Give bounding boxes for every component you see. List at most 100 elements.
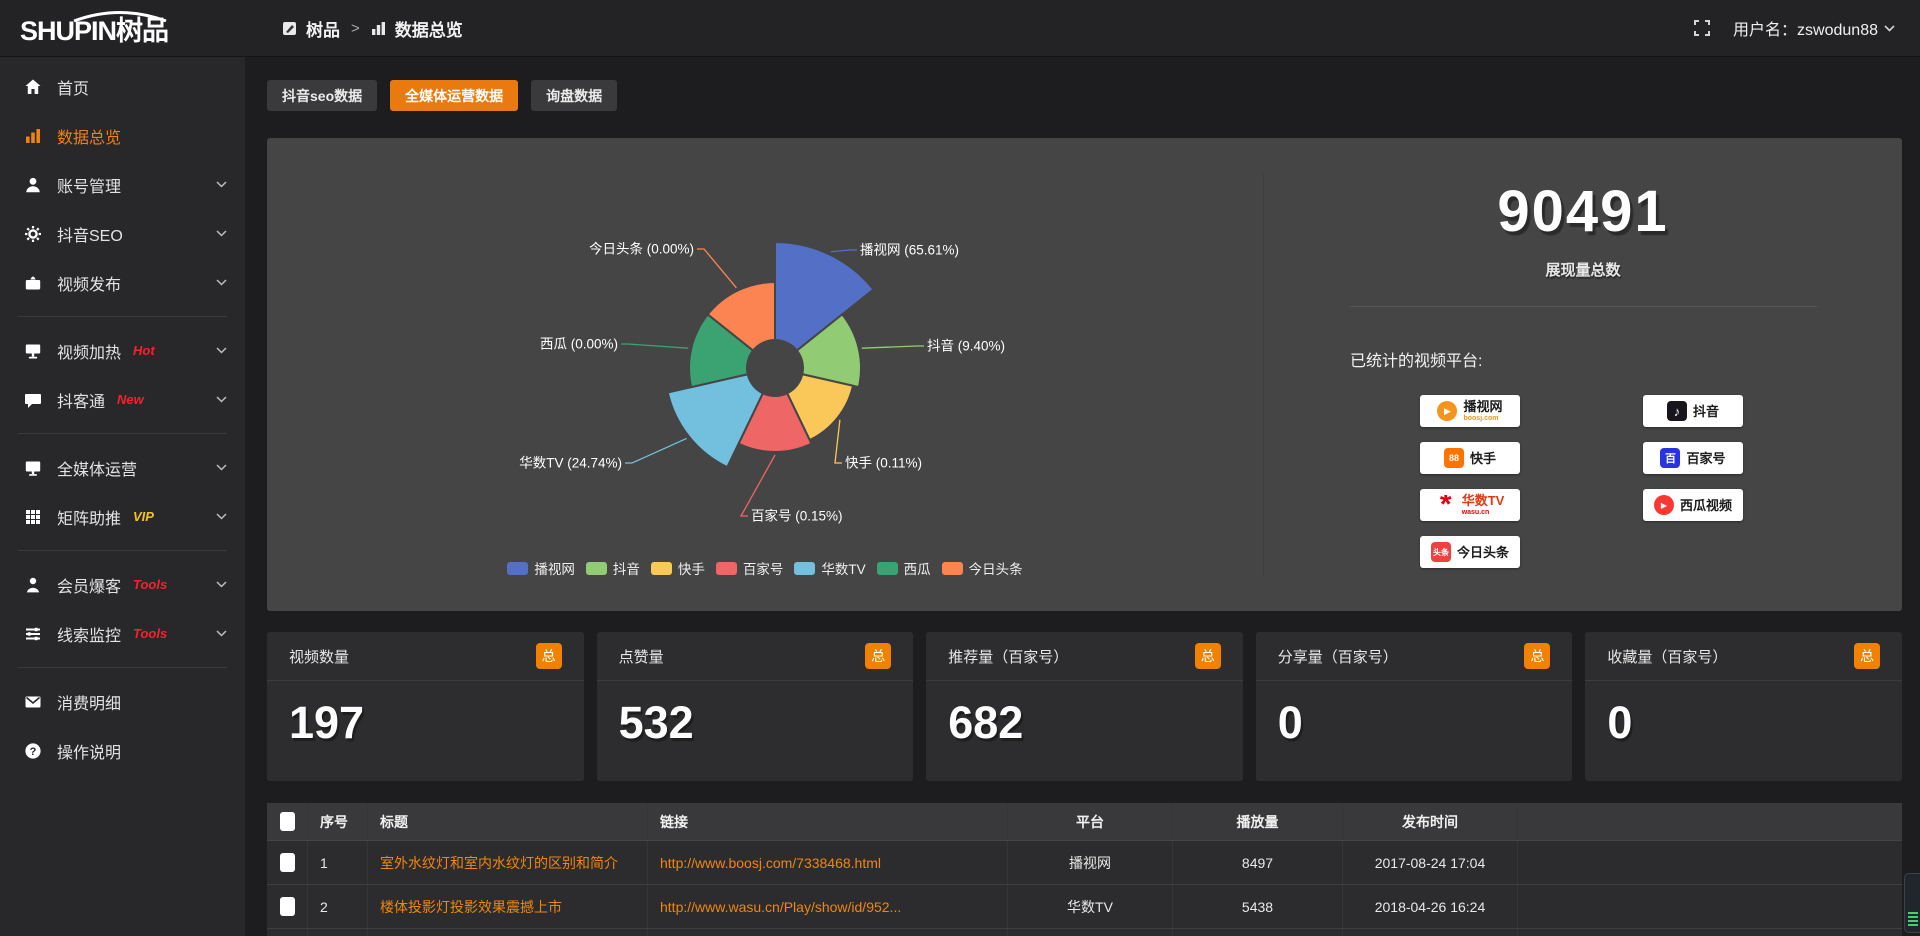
- row-checkbox[interactable]: [279, 853, 295, 872]
- legend-item-快手[interactable]: 快手: [650, 558, 705, 578]
- stat-card-value: 532: [618, 697, 694, 748]
- stat-card-label: 推荐量（百家号）: [948, 648, 1069, 666]
- stat-card-value: 0: [1277, 697, 1303, 748]
- pie-slice-播视网[interactable]: [774, 240, 875, 352]
- sidebar-item-操作说明[interactable]: ? 操作说明: [0, 726, 245, 775]
- sidebar-item-消费明细[interactable]: 消费明细: [0, 677, 245, 726]
- user-menu[interactable]: 用户名：zswodun88: [1733, 16, 1895, 40]
- cell-link[interactable]: http://www.boosj.com/7338468.html: [647, 841, 1007, 884]
- legend-item-播视网[interactable]: 播视网: [507, 558, 575, 578]
- table-header-发布时间: 发布时间: [1342, 803, 1517, 840]
- legend-swatch: [650, 561, 672, 575]
- sidebar-divider: [18, 433, 227, 434]
- table-header-序号: 序号: [307, 803, 367, 840]
- pie-label: 今日头条 (0.00%): [589, 241, 694, 257]
- sidebar-item-首页[interactable]: 首页: [0, 62, 245, 111]
- tab-询盘数据[interactable]: 询盘数据: [531, 80, 618, 111]
- breadcrumb-current[interactable]: 数据总览: [394, 20, 463, 40]
- chevron-down-icon: [216, 513, 227, 520]
- breadcrumb-root[interactable]: 树品: [306, 20, 340, 40]
- cell-empty: [307, 929, 367, 936]
- breadcrumb: 树品 > 数据总览: [282, 16, 463, 41]
- platform-badge-抖音: ♪ 抖音: [1643, 395, 1743, 427]
- table-header-链接: 链接: [647, 803, 1007, 840]
- table-row-partial: [267, 929, 1902, 936]
- tab-抖音seo数据[interactable]: 抖音seo数据: [267, 80, 378, 111]
- sidebar-item-抖音SEO[interactable]: 抖音SEO: [0, 209, 245, 258]
- summary-panel: 90491 展现量总数 已统计的视频平台: ▶ 播视网 boosj.com 88 快手 *…: [1264, 138, 1902, 611]
- sidebar-divider: [18, 550, 227, 551]
- cell-title[interactable]: 楼体投影灯投影效果震撼上市: [367, 885, 647, 928]
- pie-label-line: [625, 437, 687, 464]
- total-badge[interactable]: 总: [1194, 643, 1221, 669]
- platform-name: 抖音: [1692, 403, 1719, 419]
- legend-item-西瓜[interactable]: 西瓜: [876, 558, 931, 578]
- cell-link[interactable]: http://www.wasu.cn/Play/show/id/952...: [647, 885, 1007, 928]
- legend-item-百家号[interactable]: 百家号: [715, 558, 783, 578]
- row-checkbox[interactable]: [279, 812, 295, 831]
- main-content: 抖音seo数据 全媒体运营数据 询盘数据 播视网 (65.61%) 抖音 (9.40%…: [245, 57, 1920, 936]
- stat-card-推荐量（百家号）: 推荐量（百家号） 总 682: [926, 632, 1243, 781]
- sidebar-item-label: 首页: [57, 80, 90, 98]
- total-badge[interactable]: 总: [865, 643, 892, 669]
- member-icon: [23, 575, 43, 595]
- cell-platform: 播视网: [1007, 841, 1172, 884]
- pie-slice-抖音[interactable]: [795, 312, 862, 389]
- 抖音-logo-icon: ♪: [1666, 401, 1687, 421]
- sidebar-item-全媒体运营[interactable]: 全媒体运营: [0, 443, 245, 492]
- stat-card-label: 点赞量: [618, 648, 664, 666]
- app-logo[interactable]: SHUPIN树品: [0, 9, 245, 48]
- legend-item-抖音[interactable]: 抖音: [585, 558, 640, 578]
- sidebar-badge: Hot: [133, 343, 155, 358]
- cell-empty: [1007, 929, 1172, 936]
- cell-plays: 8497: [1172, 841, 1342, 884]
- stat-card-label: 分享量（百家号）: [1277, 648, 1398, 666]
- sidebar-item-label: 消费明细: [57, 695, 122, 713]
- platform-badges: ▶ 播视网 boosj.com 88 快手 * 华数TV wasu.cn 头条 今日头条 ♪ 抖音百…: [1420, 395, 1902, 568]
- sidebar-item-会员爆客[interactable]: 会员爆客 Tools: [0, 560, 245, 609]
- sidebar-item-线索监控[interactable]: 线索监控 Tools: [0, 609, 245, 658]
- pie-slice-华数TV[interactable]: [666, 373, 765, 469]
- row-select-cell: [267, 841, 307, 884]
- table-row: 1 室外水纹灯和室内水纹灯的区别和简介 http://www.boosj.com/7…: [267, 841, 1902, 885]
- sidebar: 首页数据总览 账号管理 抖音SEO 视频发布视频加热 Hot 抖客通 New 全媒体运营 矩阵助…: [0, 57, 245, 936]
- video-heat-icon: [23, 341, 43, 361]
- chevron-down-icon: [216, 464, 227, 471]
- cell-time: 2017-08-24 17:04: [1342, 841, 1517, 884]
- legend-label: 华数TV: [821, 562, 866, 577]
- platform-name: 播视网: [1463, 399, 1503, 414]
- tab-全媒体运营数据[interactable]: 全媒体运营数据: [390, 80, 519, 111]
- total-badge[interactable]: 总: [1853, 643, 1880, 669]
- total-badge[interactable]: 总: [535, 643, 562, 669]
- pie-label-line: [830, 249, 857, 253]
- pie-label: 华数TV (24.74%): [519, 456, 622, 471]
- total-badge[interactable]: 总: [1524, 643, 1551, 669]
- data-overview-icon: [23, 126, 43, 146]
- sidebar-item-视频发布[interactable]: 视频发布: [0, 258, 245, 307]
- chevron-down-icon: [216, 181, 227, 188]
- chevron-down-icon: [216, 396, 227, 403]
- pie-slice-今日头条[interactable]: [706, 280, 776, 352]
- fullscreen-icon[interactable]: [1693, 19, 1711, 37]
- sidebar-item-矩阵助推[interactable]: 矩阵助推 VIP: [0, 492, 245, 541]
- row-checkbox[interactable]: [279, 897, 295, 916]
- floating-widget[interactable]: [1904, 873, 1920, 933]
- sidebar-item-视频加热[interactable]: 视频加热 Hot: [0, 326, 245, 375]
- stat-card-value: 197: [289, 697, 365, 748]
- cell-title[interactable]: 室外水纹灯和室内水纹灯的区别和简介: [367, 841, 647, 884]
- logo-text: SHUPIN树品: [20, 15, 169, 46]
- sidebar-item-数据总览[interactable]: 数据总览: [0, 111, 245, 160]
- sidebar-item-label: 抖客通: [57, 393, 106, 411]
- chart-legend: 播视网 抖音 快手 百家号 华数TV 西瓜 今日头条: [267, 558, 1263, 578]
- legend-swatch: [507, 561, 529, 575]
- legend-item-华数TV[interactable]: 华数TV: [794, 558, 866, 578]
- pie-label-line: [739, 454, 776, 517]
- sidebar-item-账号管理[interactable]: 账号管理: [0, 160, 245, 209]
- sidebar-badge: VIP: [133, 509, 154, 524]
- cell-time: 2018-04-26 16:24: [1342, 885, 1517, 928]
- legend-swatch: [715, 561, 737, 575]
- chevron-down-icon: [216, 630, 227, 637]
- chevron-down-icon: [216, 581, 227, 588]
- legend-item-今日头条[interactable]: 今日头条: [941, 558, 1023, 578]
- sidebar-item-抖客通[interactable]: 抖客通 New: [0, 375, 245, 424]
